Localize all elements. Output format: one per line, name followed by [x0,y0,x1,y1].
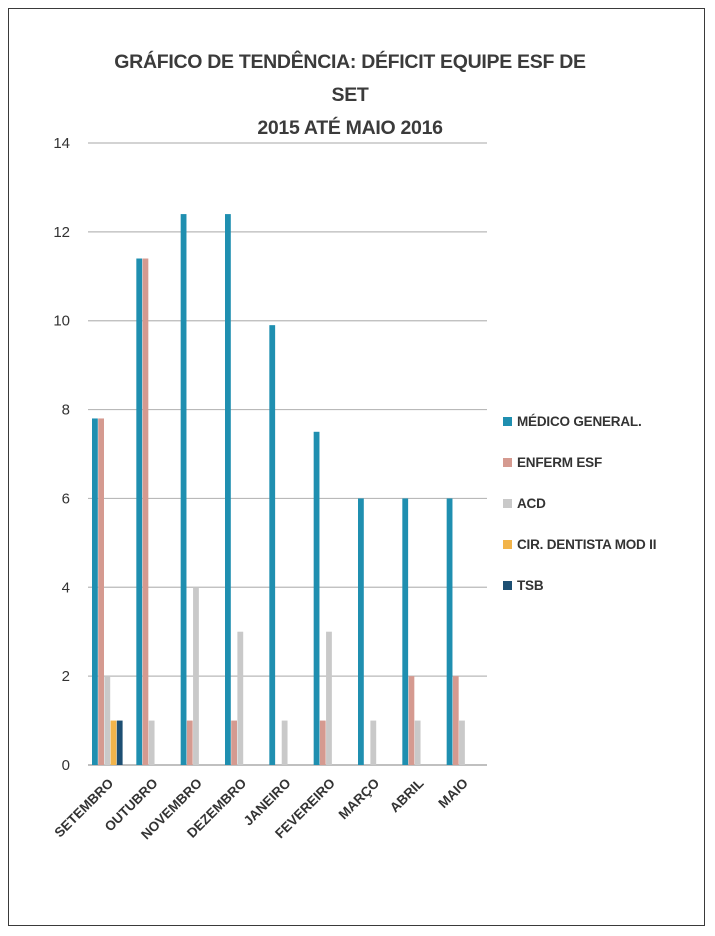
chart-title-line-1: GRÁFICO DE TENDÊNCIA: DÉFICIT EQUIPE ESF… [114,51,586,106]
bars [92,214,465,766]
legend-label: ACD [517,495,546,511]
bar-m-dico-general-7 [402,498,409,765]
bar-acd-2 [193,587,199,765]
bar-m-dico-general-8 [446,498,453,765]
legend-item: CIR. DENTISTA MOD II [503,535,656,553]
bar-enferm-esf-8 [452,676,459,765]
x-axis-categories: SETEMBROOUTUBRONOVEMBRODEZEMBROJANEIROFE… [52,776,471,843]
legend-item: ACD [503,494,546,512]
bar-tsb-0 [116,720,123,765]
bar-acd-7 [414,720,421,765]
bar-m-dico-general-2 [180,214,187,766]
bar-m-dico-general-5 [313,431,320,765]
bar-acd-4 [281,720,288,765]
y-axis-ticks: 0 2 4 6 8 10 12 14 [53,135,70,774]
bar-acd-1 [148,720,155,765]
bar-m-dico-general-3 [225,214,231,766]
chart-title-line-2: 2015 ATÉ MAIO 2016 [257,117,443,139]
legend-item: ENFERM ESF [503,453,602,471]
legend-item: MÉDICO GENERAL. [503,412,642,430]
bar-enferm-esf-7 [408,676,415,765]
bar-enferm-esf-2 [186,720,193,765]
y-tick-label: 2 [62,668,70,685]
legend-label: CIR. DENTISTA MOD II [517,536,657,552]
legend-label: TSB [517,577,544,593]
bar-m-dico-general-0 [92,418,98,765]
bar-m-dico-general-1 [136,258,143,765]
y-tick-label: 8 [62,402,70,419]
legend-label: MÉDICO GENERAL. [517,413,642,429]
chart-title: GRÁFICO DE TENDÊNCIA: DÉFICIT EQUIPE ESF… [100,46,600,145]
x-category-label: ABRIL [387,776,427,816]
x-category-label: SETEMBRO [52,776,117,841]
y-tick-label: 10 [53,313,70,330]
legend-label: ENFERM ESF [517,454,603,470]
y-tick-label: 4 [62,579,70,596]
legend-swatch [503,416,512,426]
bar-enferm-esf-5 [319,720,326,765]
y-tick-label: 12 [53,224,70,241]
legend-swatch [503,457,512,467]
bar-enferm-esf-0 [98,418,104,765]
bar-m-dico-general-6 [358,498,364,765]
bar-acd-0 [104,676,111,765]
legend-swatch [503,539,512,549]
bar-enferm-esf-3 [231,720,237,765]
legend-swatch [503,498,512,508]
y-tick-label: 14 [53,135,70,152]
bar-acd-8 [459,720,465,765]
x-category-label: MARÇO [336,776,383,823]
bar-acd-3 [237,631,244,765]
legend-item: TSB [503,576,544,594]
bar-m-dico-general-4 [269,325,276,765]
x-category-label: MAIO [435,776,471,812]
bar-acd-5 [326,631,332,765]
y-tick-label: 6 [62,490,70,507]
bar-cir-dentista-mod-ii-0 [110,720,117,765]
bar-acd-6 [370,720,377,765]
y-tick-label: 0 [62,757,70,774]
chart-frame [8,8,705,926]
bar-enferm-esf-1 [142,258,149,765]
legend-swatch [503,580,512,590]
